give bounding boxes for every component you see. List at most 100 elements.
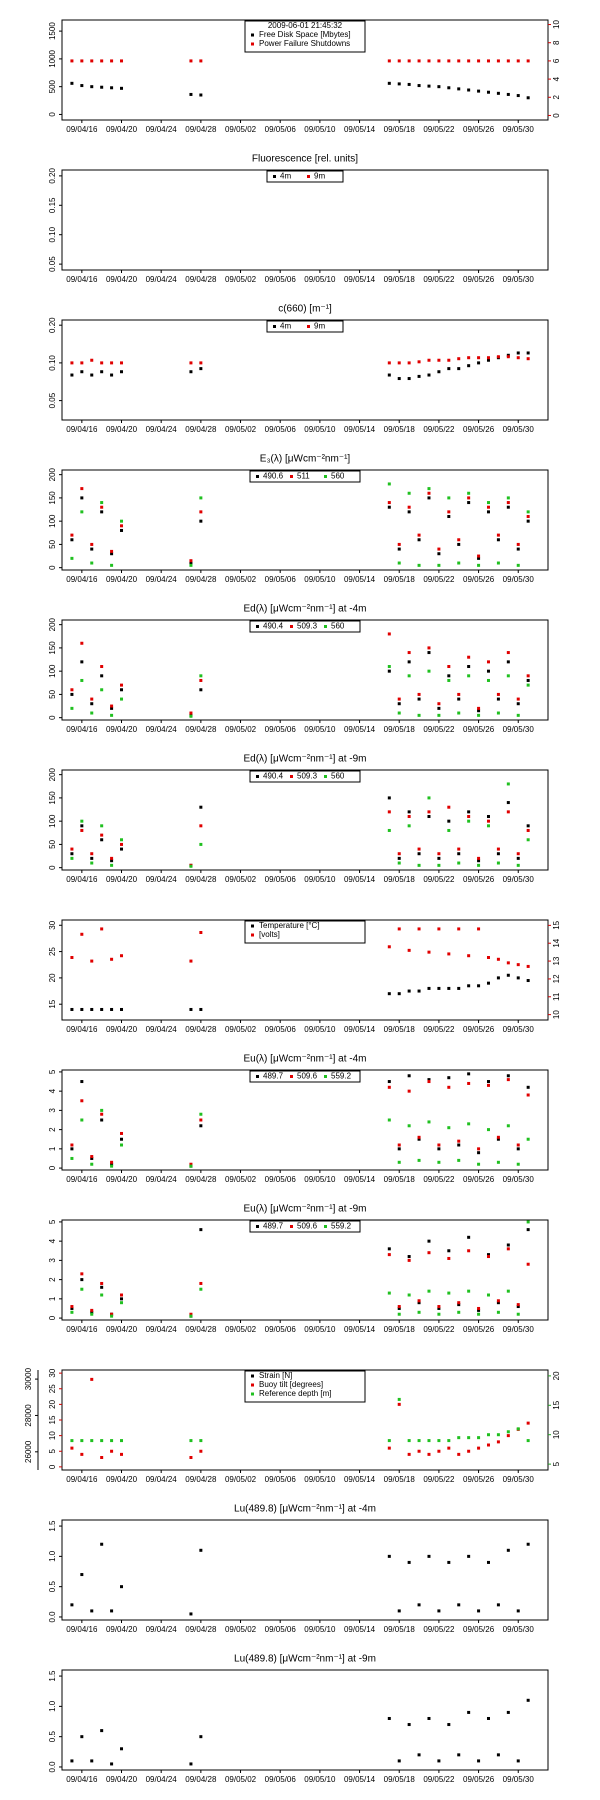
point [120, 519, 124, 523]
point [496, 91, 500, 95]
y-tick-label: 30000 [24, 1367, 33, 1390]
legend-marker [290, 1075, 293, 1078]
x-tick-label: 09/05/22 [423, 575, 455, 584]
y3-tick-label: 15 [48, 1415, 57, 1424]
y-tick-label: 50 [48, 539, 57, 548]
point [110, 361, 114, 365]
point [407, 1293, 411, 1297]
point [397, 852, 401, 856]
y-tick-label: 0.0 [48, 1611, 57, 1623]
point [189, 1314, 193, 1318]
point [486, 1560, 490, 1564]
y-tick-label: 0 [48, 1315, 57, 1320]
point [496, 852, 500, 856]
x-tick-label: 09/04/20 [106, 575, 138, 584]
point [516, 1609, 520, 1613]
point [397, 542, 401, 546]
point [80, 1118, 84, 1122]
point [90, 547, 94, 551]
point [516, 863, 520, 867]
point [407, 1723, 411, 1727]
point [457, 561, 461, 565]
x-tick-label: 09/04/28 [185, 1625, 217, 1634]
point [90, 1162, 94, 1166]
x-tick-label: 09/04/16 [66, 875, 98, 884]
y-tick-label: 3 [48, 1258, 57, 1263]
point [427, 1078, 431, 1082]
point [496, 538, 500, 542]
x-tick-label: 09/05/06 [265, 1025, 297, 1034]
x-tick-label: 09/05/10 [304, 875, 336, 884]
point [110, 563, 114, 567]
point [100, 665, 104, 669]
y-tick-label: 0.05 [48, 392, 57, 408]
point [486, 1443, 490, 1447]
x-tick-label: 09/05/26 [463, 1175, 495, 1184]
legend-label: 9m [314, 322, 325, 331]
point [387, 810, 391, 814]
y-tick-label: 20 [48, 973, 57, 982]
point [477, 361, 481, 365]
point [447, 805, 451, 809]
x-tick-label: 09/05/30 [503, 1175, 535, 1184]
point [80, 1007, 84, 1011]
y-tick-label: 0.20 [48, 317, 57, 333]
point [100, 1281, 104, 1285]
point [486, 1716, 490, 1720]
point [457, 538, 461, 542]
point [100, 1007, 104, 1011]
y2-tick-label: 15 [552, 1400, 561, 1409]
y-tick-label: 1 [48, 1146, 57, 1151]
point [120, 1439, 124, 1443]
point [477, 1436, 481, 1440]
point [189, 1456, 193, 1459]
point [516, 1305, 520, 1309]
legend-marker [256, 1075, 259, 1078]
point [199, 93, 203, 97]
x-tick-label: 09/05/06 [265, 575, 297, 584]
point [457, 697, 461, 701]
point [506, 1434, 510, 1438]
point [387, 482, 391, 486]
x-tick-label: 09/04/20 [106, 1175, 138, 1184]
point [437, 856, 441, 860]
point [110, 704, 114, 708]
point [199, 824, 203, 828]
x-tick-label: 09/05/18 [384, 275, 416, 284]
point [80, 84, 84, 88]
legend-box [244, 20, 366, 53]
point [467, 665, 471, 669]
point [120, 1747, 124, 1751]
x-tick-label: 09/05/22 [423, 1775, 455, 1784]
point [457, 692, 461, 696]
point [526, 979, 530, 983]
point [397, 361, 401, 365]
point [477, 1306, 481, 1310]
point [516, 697, 520, 701]
x-tick-label: 09/04/16 [66, 1475, 98, 1484]
point [120, 954, 124, 958]
point [397, 547, 401, 551]
point [70, 373, 74, 377]
point [90, 1759, 94, 1763]
point [199, 1439, 203, 1443]
point [397, 1160, 401, 1164]
point [70, 956, 74, 959]
point [506, 674, 510, 678]
x-tick-label: 09/05/18 [384, 575, 416, 584]
x-tick-label: 09/05/14 [344, 875, 376, 884]
point [407, 1255, 411, 1259]
legend-marker [256, 775, 259, 778]
point [526, 1137, 530, 1141]
point [427, 1452, 431, 1456]
point [397, 856, 401, 860]
point [457, 1603, 461, 1607]
y-tick-label: 150 [48, 491, 57, 505]
x-tick-label: 09/05/10 [304, 275, 336, 284]
point [120, 1452, 124, 1456]
point [70, 1446, 74, 1450]
point [387, 669, 391, 673]
x-tick-label: 09/05/18 [384, 875, 416, 884]
y-tick-label: 100 [48, 514, 57, 528]
point [90, 373, 94, 377]
